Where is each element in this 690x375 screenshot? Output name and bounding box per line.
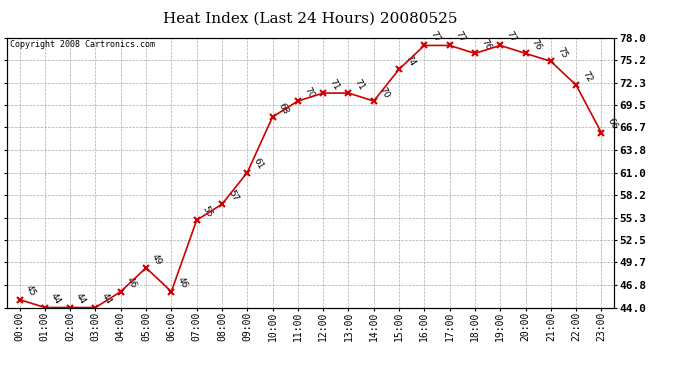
Text: 77: 77: [454, 30, 467, 44]
Text: 61: 61: [251, 157, 265, 171]
Text: 71: 71: [353, 77, 366, 92]
Text: 57: 57: [226, 188, 239, 203]
Text: 71: 71: [327, 77, 341, 92]
Text: 44: 44: [99, 292, 113, 306]
Text: 45: 45: [23, 284, 37, 298]
Text: Copyright 2008 Cartronics.com: Copyright 2008 Cartronics.com: [10, 40, 155, 49]
Text: 70: 70: [378, 85, 391, 100]
Text: 68: 68: [277, 101, 290, 115]
Text: 46: 46: [125, 276, 139, 290]
Text: 77: 77: [504, 30, 518, 44]
Text: 72: 72: [580, 69, 594, 84]
Text: 74: 74: [403, 54, 417, 68]
Text: 70: 70: [302, 85, 315, 100]
Text: 76: 76: [479, 38, 493, 52]
Text: 75: 75: [555, 45, 569, 60]
Text: 77: 77: [428, 30, 442, 44]
Text: 44: 44: [75, 292, 88, 306]
Text: 66: 66: [606, 117, 619, 131]
Text: 55: 55: [201, 204, 215, 219]
Text: 44: 44: [49, 292, 62, 306]
Text: 49: 49: [150, 252, 164, 266]
Text: 76: 76: [530, 38, 543, 52]
Text: 46: 46: [175, 276, 189, 290]
Text: Heat Index (Last 24 Hours) 20080525: Heat Index (Last 24 Hours) 20080525: [164, 11, 457, 25]
